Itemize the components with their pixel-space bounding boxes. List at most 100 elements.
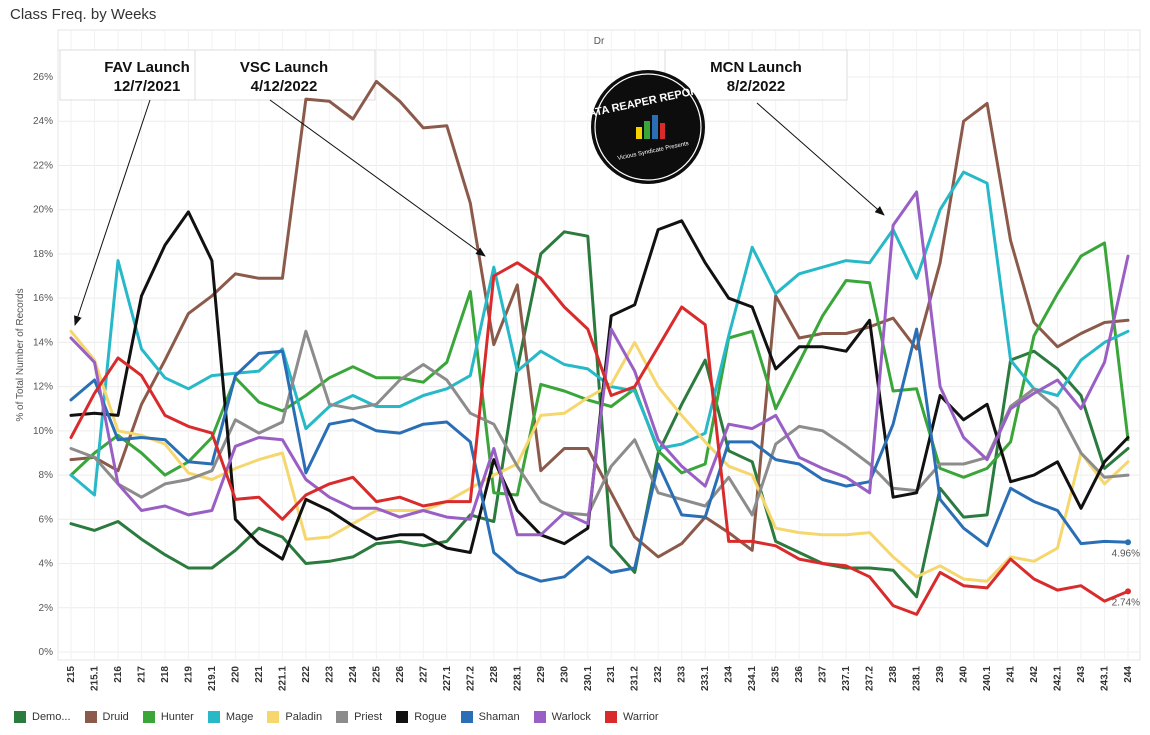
y-tick-label: 14% xyxy=(33,337,53,348)
x-tick-label: 240.1 xyxy=(982,666,993,691)
x-tick-label: 232 xyxy=(653,666,664,683)
line-chart: Dr 0% 2% 4% 6% 8% 10% 12% 14% 16% 18% 20% 22% 24% 26%… xyxy=(15,29,1141,691)
legend: Demo... Druid Hunter Mage Paladin Priest Rogue… xyxy=(14,711,673,723)
legend-label: Druid xyxy=(102,711,129,723)
x-tick-label: 243.1 xyxy=(1100,666,1111,691)
x-tick-label: 231.2 xyxy=(630,666,641,691)
x-tick-label: 235 xyxy=(771,666,782,683)
annotation-vsc: VSC Launch 4/12/2022 xyxy=(240,59,328,95)
x-tick-label: 224 xyxy=(348,666,359,683)
legend-swatch xyxy=(84,711,97,723)
legend-label: Warrior xyxy=(622,711,659,723)
logo-bar-3 xyxy=(652,115,658,139)
y-tick-label: 24% xyxy=(33,116,53,127)
x-tick-label: 222 xyxy=(301,666,312,683)
x-axis-ticks: 215 215.1 216 217 218 219 219.1 220 221 221.1 222 2… xyxy=(66,666,1134,691)
annotation-mcn: MCN Launch 8/2/2022 xyxy=(710,59,802,95)
x-tick-label: 228 xyxy=(489,666,500,683)
series-line-hunter xyxy=(69,241,1130,497)
x-tick-label: 221.1 xyxy=(277,666,288,691)
annotation-arrow-vsc xyxy=(269,99,486,257)
x-tick-label: 233.1 xyxy=(700,666,711,691)
x-tick-label: 244 xyxy=(1123,666,1134,683)
annotation-arrow-mcn xyxy=(756,102,885,216)
x-tick-label: 238.1 xyxy=(912,666,923,691)
x-tick-label: 219 xyxy=(183,666,194,683)
x-tick-label: 237.1 xyxy=(841,666,852,691)
x-tick-label: 226 xyxy=(395,666,406,683)
logo-bar-1 xyxy=(636,127,642,139)
annotation-mcn-line2: 8/2/2022 xyxy=(727,78,785,95)
y-tick-label: 2% xyxy=(39,603,54,614)
legend-item-hunter[interactable]: Hunter xyxy=(142,711,194,723)
legend-swatch xyxy=(604,711,617,723)
x-tick-label: 237 xyxy=(818,666,829,683)
legend-swatch xyxy=(142,711,155,723)
series-line-warlock xyxy=(69,190,1130,537)
x-tick-label: 242 xyxy=(1029,666,1040,683)
x-tick-label: 217 xyxy=(136,666,147,683)
y-axis-label: % of Total Number of Records xyxy=(15,288,26,421)
x-tick-label: 223 xyxy=(324,666,335,683)
y-tick-label: 8% xyxy=(39,470,54,481)
series-lines xyxy=(69,79,1130,616)
annotation-box-vsc xyxy=(194,49,376,101)
annotation-fav-line1: FAV Launch xyxy=(104,59,190,76)
x-tick-label: 230.1 xyxy=(583,666,594,691)
x-tick-label: 215 xyxy=(66,666,77,683)
series-line-priest xyxy=(69,329,1130,517)
legend-item-demo[interactable]: Demo... xyxy=(14,711,71,723)
y-tick-label: 26% xyxy=(33,72,53,83)
legend-item-warrior[interactable]: Warrior xyxy=(604,711,659,723)
annotation-vsc-line1: VSC Launch xyxy=(240,59,328,76)
y-tick-label: 20% xyxy=(33,205,53,216)
legend-swatch xyxy=(460,711,473,723)
x-tick-label: 231 xyxy=(606,666,617,683)
x-tick-label: 240 xyxy=(959,666,970,683)
legend-item-warlock[interactable]: Warlock xyxy=(533,711,591,723)
annotation-fav: FAV Launch 12/7/2021 xyxy=(104,59,190,95)
series-line-paladin xyxy=(69,329,1130,583)
x-tick-label: 234 xyxy=(724,666,735,683)
y-tick-label: 16% xyxy=(33,293,53,304)
legend-item-mage[interactable]: Mage xyxy=(207,711,254,723)
x-tick-label: 243 xyxy=(1076,666,1087,683)
panel-label: Dr xyxy=(594,36,605,47)
x-tick-label: 225 xyxy=(371,666,382,683)
data-reaper-logo: DATA REAPER REPORT Vicious Syndicate Pre… xyxy=(580,70,706,184)
legend-item-paladin[interactable]: Paladin xyxy=(267,711,322,723)
legend-item-rogue[interactable]: Rogue xyxy=(396,711,447,723)
x-tick-label: 239 xyxy=(935,666,946,683)
y-tick-label: 12% xyxy=(33,382,53,393)
legend-item-priest[interactable]: Priest xyxy=(336,711,382,723)
x-tick-label: 227 xyxy=(418,666,429,683)
annotation-vsc-line2: 4/12/2022 xyxy=(251,78,318,95)
series-line-mage xyxy=(69,170,1130,497)
legend-label: Mage xyxy=(225,711,254,723)
y-tick-label: 10% xyxy=(33,426,53,437)
legend-item-shaman[interactable]: Shaman xyxy=(460,711,520,723)
x-tick-label: 221 xyxy=(254,666,265,683)
legend-swatch xyxy=(336,711,349,723)
legend-label: Warlock xyxy=(551,711,591,723)
x-tick-label: 229 xyxy=(536,666,547,683)
end-value-label: 2.74% xyxy=(1112,597,1140,608)
legend-label: Shaman xyxy=(478,711,520,723)
x-tick-label: 241 xyxy=(1006,666,1017,683)
x-tick-label: 227.2 xyxy=(465,666,476,691)
logo-ring xyxy=(594,73,702,181)
x-tick-label: 234.1 xyxy=(747,666,758,691)
chart-title: Class Freq. by Weeks xyxy=(10,6,157,23)
legend-label: Demo... xyxy=(32,711,71,723)
x-tick-label: 219.1 xyxy=(207,666,218,691)
legend-item-druid[interactable]: Druid xyxy=(84,711,129,723)
x-tick-label: 237.2 xyxy=(865,666,876,691)
end-point-marker xyxy=(1125,588,1131,595)
x-tick-label: 227.1 xyxy=(442,666,453,691)
series-line-warrior xyxy=(69,261,1130,616)
end-labels: 4.96% 2.74% xyxy=(1112,539,1140,608)
annotation-box-fav xyxy=(59,49,196,101)
legend-swatch xyxy=(207,711,220,723)
legend-swatch xyxy=(14,711,26,723)
legend-label: Hunter xyxy=(160,711,194,723)
